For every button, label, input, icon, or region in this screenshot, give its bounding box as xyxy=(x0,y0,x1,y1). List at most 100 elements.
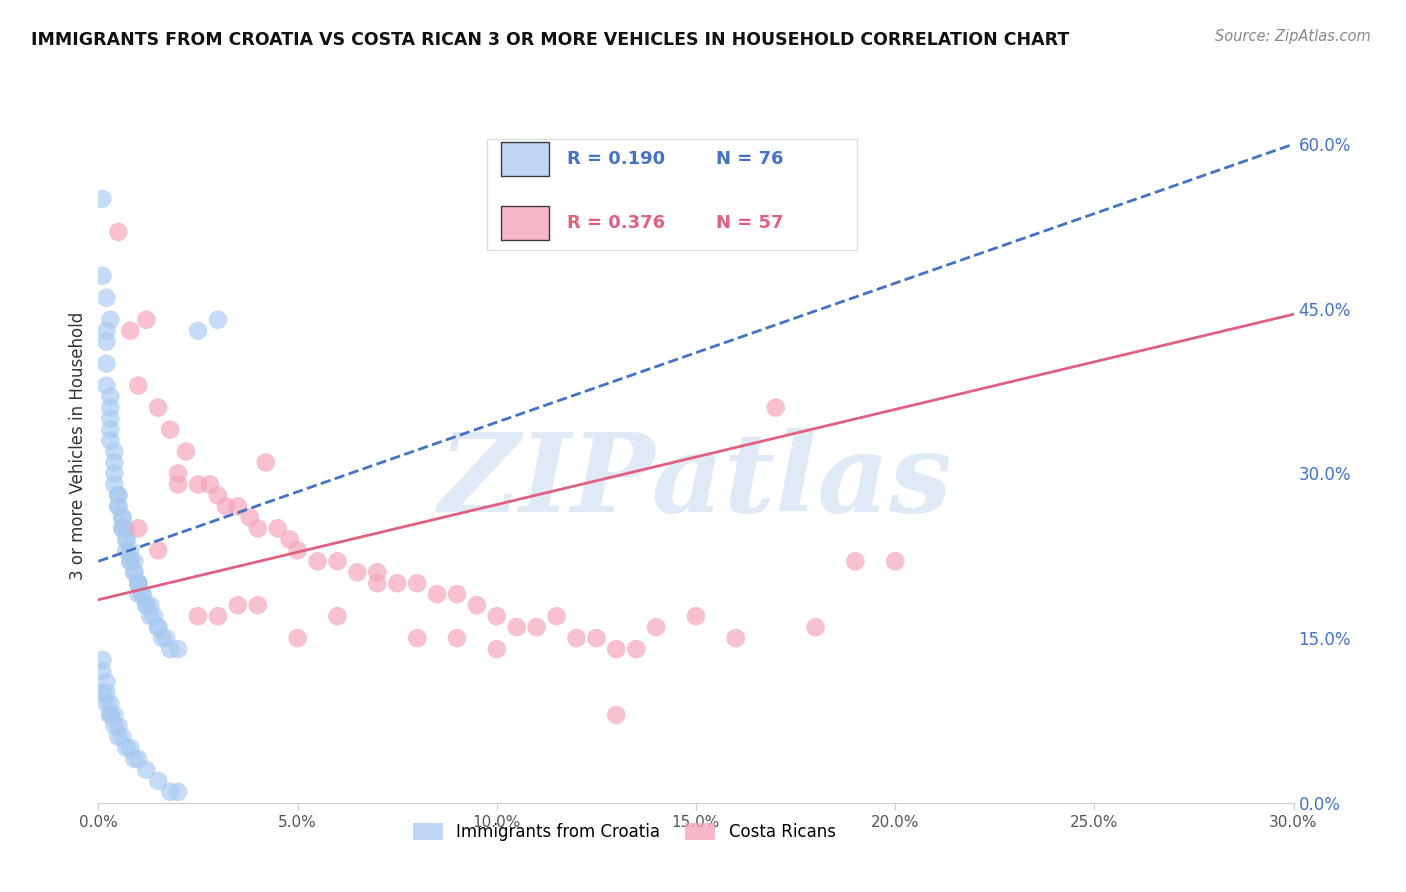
Point xyxy=(98,708,122,723)
Point xyxy=(605,708,627,723)
Point xyxy=(96,357,118,371)
Point xyxy=(107,488,129,502)
Text: ZIPatlas: ZIPatlas xyxy=(439,428,953,535)
Point xyxy=(645,620,668,634)
Point xyxy=(107,730,129,744)
Point xyxy=(804,620,827,634)
Point xyxy=(91,653,114,667)
Point xyxy=(765,401,787,415)
Point xyxy=(127,378,149,392)
Point xyxy=(115,521,138,535)
Point xyxy=(98,401,122,415)
Point xyxy=(111,510,134,524)
Point xyxy=(96,334,118,349)
Point xyxy=(198,477,221,491)
Point xyxy=(127,521,149,535)
Point xyxy=(167,477,190,491)
Point xyxy=(287,631,309,645)
Point xyxy=(546,609,568,624)
Point xyxy=(111,730,134,744)
Point xyxy=(187,477,209,491)
Point xyxy=(326,554,349,568)
Point xyxy=(127,576,149,591)
Point xyxy=(465,598,488,612)
Point xyxy=(127,752,149,766)
Point xyxy=(246,598,269,612)
Point xyxy=(884,554,907,568)
Point xyxy=(96,324,118,338)
Point xyxy=(406,576,429,591)
Point xyxy=(115,740,138,755)
Point xyxy=(207,609,229,624)
Point xyxy=(111,510,134,524)
Point xyxy=(98,390,122,404)
Point xyxy=(107,225,129,239)
Point xyxy=(91,686,114,700)
Point xyxy=(226,598,249,612)
Point xyxy=(91,664,114,678)
Point xyxy=(506,620,529,634)
Point xyxy=(406,631,429,645)
Point xyxy=(426,587,449,601)
Point xyxy=(127,576,149,591)
Point xyxy=(124,752,146,766)
Point xyxy=(103,708,125,723)
Y-axis label: 3 or more Vehicles in Household: 3 or more Vehicles in Household xyxy=(69,312,87,580)
Point xyxy=(207,488,229,502)
Point xyxy=(111,521,134,535)
Point xyxy=(96,686,118,700)
Point xyxy=(107,500,129,514)
Point xyxy=(215,500,238,514)
Point xyxy=(135,763,157,777)
Point xyxy=(139,598,162,612)
Point xyxy=(120,554,142,568)
Point xyxy=(207,312,229,326)
Point xyxy=(131,587,153,601)
Point xyxy=(120,543,142,558)
Point xyxy=(187,609,209,624)
Point xyxy=(98,434,122,448)
Point xyxy=(124,554,146,568)
Point xyxy=(159,642,181,657)
Point xyxy=(605,642,627,657)
Point xyxy=(287,543,309,558)
Point xyxy=(96,675,118,690)
Point xyxy=(91,268,114,283)
Point xyxy=(148,620,170,634)
Point xyxy=(385,576,409,591)
Point xyxy=(103,455,125,469)
Point xyxy=(135,598,157,612)
Point xyxy=(148,620,170,634)
Point xyxy=(131,587,153,601)
Point xyxy=(96,378,118,392)
Point xyxy=(585,631,607,645)
Point xyxy=(135,312,157,326)
Point xyxy=(96,697,118,711)
Point xyxy=(124,566,146,580)
FancyBboxPatch shape xyxy=(501,205,548,240)
Point xyxy=(159,423,181,437)
Point xyxy=(155,631,177,645)
Point xyxy=(103,477,125,491)
Point xyxy=(120,740,142,755)
Point xyxy=(143,609,166,624)
Point xyxy=(187,324,209,338)
Point xyxy=(346,566,368,580)
Point xyxy=(326,609,349,624)
Point xyxy=(685,609,707,624)
Text: N = 57: N = 57 xyxy=(716,214,783,232)
Point xyxy=(366,576,388,591)
Point xyxy=(103,444,125,458)
Point xyxy=(148,543,170,558)
Point xyxy=(446,631,468,645)
Point xyxy=(98,312,122,326)
Point xyxy=(115,533,138,547)
Point xyxy=(485,609,508,624)
FancyBboxPatch shape xyxy=(486,139,858,250)
Point xyxy=(254,455,277,469)
Point xyxy=(239,510,262,524)
Text: Source: ZipAtlas.com: Source: ZipAtlas.com xyxy=(1215,29,1371,44)
Point xyxy=(148,401,170,415)
Point xyxy=(96,291,118,305)
Point xyxy=(124,566,146,580)
